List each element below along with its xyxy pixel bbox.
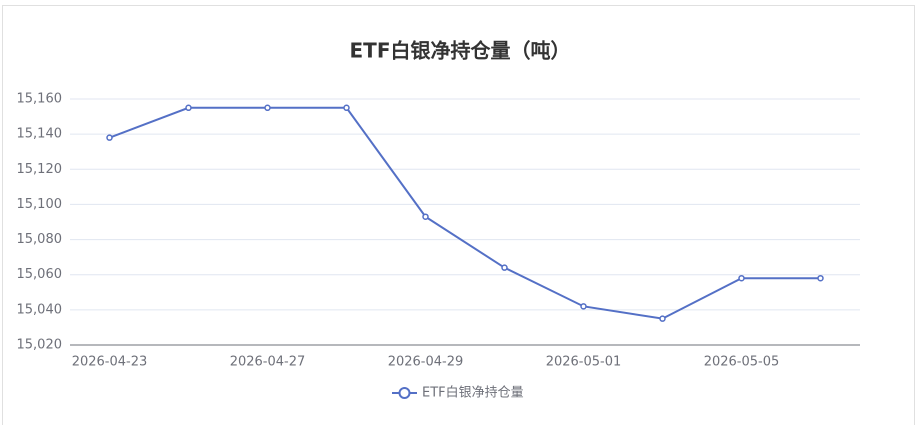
point xyxy=(738,274,745,282)
point xyxy=(817,274,824,282)
y-tick-label: 15,140 xyxy=(17,127,63,142)
x-tick-label: 2026-04-23 xyxy=(72,355,148,370)
chart-frame xyxy=(2,5,915,425)
y-tick-label: 15,100 xyxy=(17,197,63,212)
point xyxy=(659,315,666,322)
line xyxy=(109,106,821,320)
x-tick-label: 2026-04-27 xyxy=(230,355,306,370)
y-tick-label: 15,160 xyxy=(17,92,63,107)
point xyxy=(106,134,113,141)
x-tick-label: 2026-04-29 xyxy=(388,355,464,370)
y-tick-label: 15,020 xyxy=(17,338,63,353)
y-tick-label: 15,120 xyxy=(17,162,63,177)
point xyxy=(422,213,429,220)
point xyxy=(580,303,587,310)
point xyxy=(343,104,350,112)
point xyxy=(264,104,271,112)
legend-marker xyxy=(398,387,411,399)
point xyxy=(185,104,192,112)
y-tick-label: 15,080 xyxy=(17,232,63,247)
point xyxy=(501,264,508,271)
x-tick-label: 2026-05-01 xyxy=(546,355,622,370)
y-tick-label: 15,060 xyxy=(17,267,63,282)
legend-label: ETF白银净持仓量 xyxy=(422,385,524,401)
x-tick-label: 2026-05-05 xyxy=(704,355,780,370)
y-tick-label: 15,040 xyxy=(17,302,63,317)
chart-title: ETF白银净持仓量（吨） xyxy=(350,39,571,63)
